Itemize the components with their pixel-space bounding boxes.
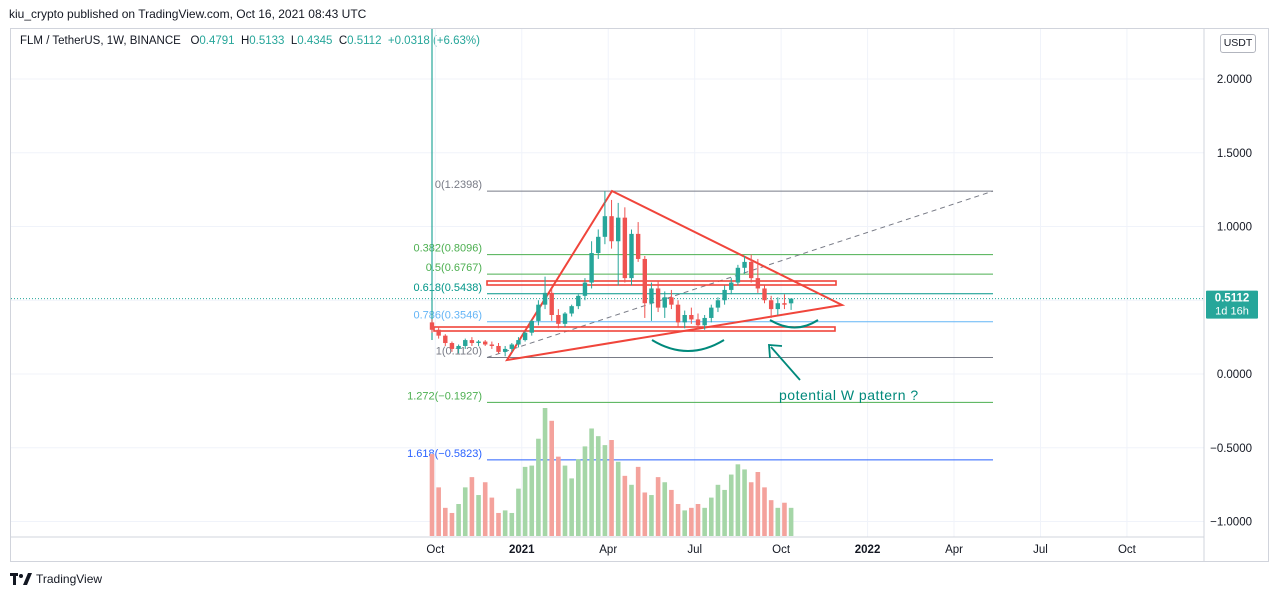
chart-frame <box>10 28 1269 562</box>
published-line: kiu_crypto published on TradingView.com,… <box>9 7 367 21</box>
close-value: 0.5112 <box>347 35 382 47</box>
low-value: 0.4345 <box>297 35 333 47</box>
low-label: L <box>290 35 298 47</box>
high-label: H <box>240 35 250 47</box>
tradingview-logo-icon <box>10 573 32 585</box>
change-value: +0.0318 (+6.63%) <box>387 35 480 47</box>
footer: TradingView <box>10 572 102 586</box>
symbol-legend: FLM / TetherUS, 1W, BINANCE O0.4791 H0.5… <box>20 35 480 47</box>
close-label: C <box>338 35 348 47</box>
open-value: 0.4791 <box>199 35 235 47</box>
footer-brand[interactable]: TradingView <box>36 572 103 586</box>
currency-button[interactable]: USDT <box>1220 34 1256 53</box>
open-label: O <box>190 35 200 47</box>
high-value: 0.5133 <box>249 35 285 47</box>
symbol-name[interactable]: FLM / TetherUS, 1W, BINANCE <box>20 35 181 47</box>
